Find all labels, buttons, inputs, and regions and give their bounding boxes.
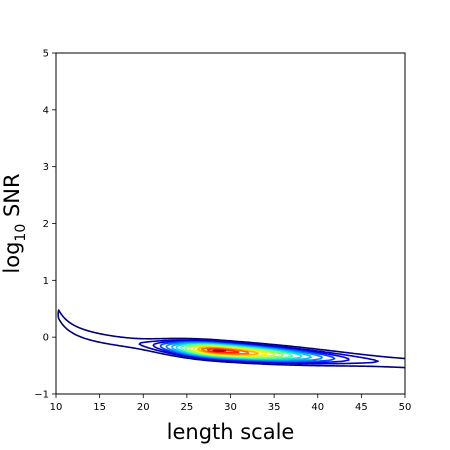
y-tick-label: 0 xyxy=(43,333,49,344)
y-tick-label: 2 xyxy=(43,219,49,230)
x-tick-label: 30 xyxy=(224,402,237,413)
x-tick-label: 15 xyxy=(93,402,106,413)
y-axis-title-base: log xyxy=(0,242,24,274)
x-tick-label: 35 xyxy=(268,402,281,413)
plot-background xyxy=(56,53,405,394)
contour-level xyxy=(206,348,240,354)
x-tick-label: 10 xyxy=(50,402,63,413)
x-tick-label: 20 xyxy=(137,402,150,413)
contour-level xyxy=(212,349,227,353)
y-tick-label: −1 xyxy=(34,390,49,401)
x-tick-label: 50 xyxy=(399,402,412,413)
y-tick-label: 3 xyxy=(43,162,49,173)
x-tick-label: 40 xyxy=(311,402,324,413)
x-tick-label: 25 xyxy=(181,402,194,413)
y-axis: −1 0 1 2 3 4 5 xyxy=(34,49,56,401)
y-axis-title-rest: SNR xyxy=(0,173,24,223)
y-axis-title: log10 SNR xyxy=(0,173,29,273)
y-tick-label: 4 xyxy=(43,105,49,116)
y-tick-label: 5 xyxy=(43,49,49,60)
contour-level xyxy=(138,339,379,365)
y-axis-title-subscript: 10 xyxy=(13,224,29,242)
contour-level xyxy=(57,309,405,369)
x-tick-label: 45 xyxy=(355,402,368,413)
x-axis: 10 15 20 25 30 35 40 45 50 xyxy=(50,394,412,413)
x-axis-title: length scale xyxy=(167,420,295,444)
contour-lines xyxy=(57,309,405,369)
y-tick-label: 1 xyxy=(43,276,49,287)
